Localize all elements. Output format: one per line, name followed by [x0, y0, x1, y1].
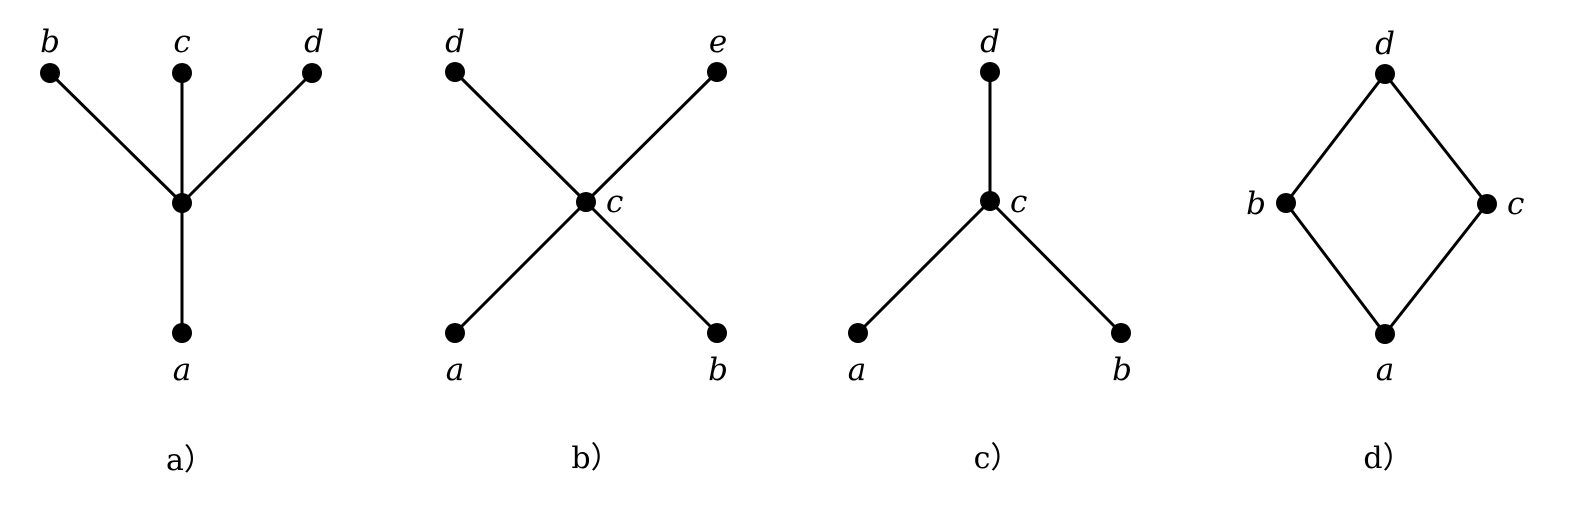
node-b — [1276, 193, 1296, 213]
node-c — [172, 63, 192, 83]
diagram-a: a b c d a） — [40, 24, 324, 478]
node-label-b: b — [1112, 352, 1132, 388]
node-a — [172, 323, 192, 343]
node-label-a: a — [173, 352, 191, 388]
node-label-c: c — [606, 184, 623, 220]
node-d — [302, 63, 322, 83]
node-d — [1375, 64, 1395, 84]
diagram-caption: d） — [1363, 441, 1412, 476]
edge-c-a — [453, 200, 588, 335]
node-label-b: b — [708, 352, 728, 388]
node-d — [980, 62, 1000, 82]
diagram-b: d e c a b b） — [445, 24, 728, 476]
node-b — [1111, 323, 1131, 343]
node-b — [40, 63, 60, 83]
node-e — [707, 62, 727, 82]
diagram-caption: b） — [571, 441, 620, 476]
node-label-d: d — [980, 24, 1000, 60]
node-a — [848, 323, 868, 343]
node-label-a: a — [446, 352, 464, 388]
node-b — [707, 323, 727, 343]
node-d — [445, 62, 465, 82]
edge-b-center — [48, 71, 184, 205]
node-label-c: c — [1010, 184, 1027, 220]
diagram-c: d c a b c） — [848, 24, 1132, 476]
edge-d-c — [453, 70, 588, 204]
node-label-a: a — [1376, 352, 1394, 388]
node-c — [576, 192, 596, 212]
node-a — [1375, 324, 1395, 344]
edge-d-center — [180, 71, 314, 205]
edge-c-b — [584, 200, 719, 335]
node-label-b: b — [40, 24, 60, 60]
diagram-caption: a） — [166, 443, 214, 478]
edge-d-b — [1284, 72, 1387, 205]
diagram-caption: c） — [974, 441, 1021, 476]
node-label-b: b — [1246, 186, 1266, 222]
node-label-d: d — [304, 24, 324, 60]
node-label-c: c — [173, 24, 190, 60]
node-label-c: c — [1507, 186, 1524, 222]
node-label-d: d — [1375, 26, 1395, 62]
edge-b-a — [1284, 201, 1387, 336]
node-label-d: d — [445, 24, 465, 60]
edge-c-b — [988, 199, 1123, 335]
node-label-e: e — [709, 24, 727, 60]
node-c — [1477, 194, 1497, 214]
edge-d-c — [1383, 72, 1489, 206]
diagram-d: d b c a d） — [1246, 26, 1524, 476]
node-center — [172, 193, 192, 213]
node-label-a: a — [848, 352, 866, 388]
edge-e-c — [584, 70, 719, 204]
edge-c-a — [856, 199, 992, 335]
node-a — [445, 323, 465, 343]
edge-c-a — [1383, 202, 1489, 336]
node-c — [980, 191, 1000, 211]
